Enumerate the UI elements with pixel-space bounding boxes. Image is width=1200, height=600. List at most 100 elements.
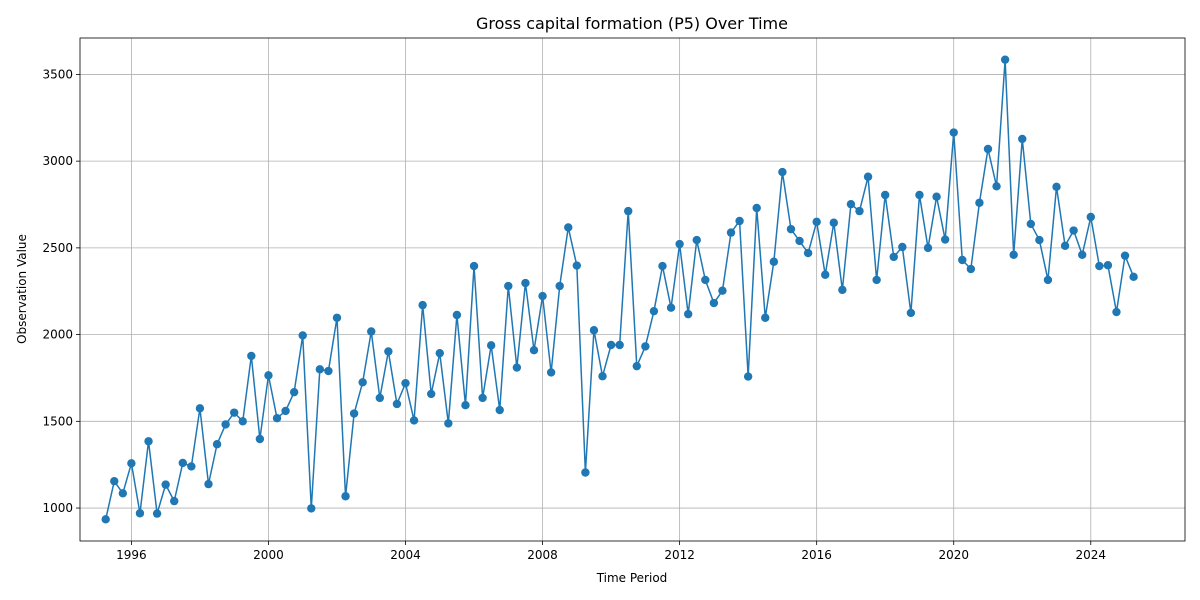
data-point xyxy=(983,144,993,154)
x-tick-label: 2004 xyxy=(390,548,421,562)
data-point xyxy=(641,342,650,351)
data-point xyxy=(538,291,547,301)
data-point xyxy=(649,306,659,316)
data-point xyxy=(675,239,684,249)
data-point xyxy=(1035,235,1044,245)
data-point xyxy=(221,420,230,429)
data-point xyxy=(821,270,830,279)
x-tick-label: 2024 xyxy=(1076,548,1107,562)
data-point xyxy=(932,192,941,201)
data-point xyxy=(315,365,325,374)
data-point xyxy=(461,400,470,410)
data-point xyxy=(512,363,522,372)
data-point xyxy=(1129,272,1138,282)
data-point xyxy=(658,261,667,271)
x-tick-label: 1996 xyxy=(116,548,147,562)
data-point xyxy=(161,480,170,489)
data-point xyxy=(452,310,462,320)
data-point xyxy=(1095,261,1104,271)
data-point xyxy=(863,172,873,181)
data-point xyxy=(606,340,616,350)
data-point xyxy=(1026,219,1036,229)
data-point xyxy=(598,372,607,381)
data-point xyxy=(135,509,145,518)
x-tick-label: 2020 xyxy=(938,548,969,562)
data-point xyxy=(152,509,162,518)
data-point xyxy=(504,281,513,291)
data-point xyxy=(486,341,496,350)
grid xyxy=(80,38,1185,541)
data-point xyxy=(1078,250,1087,260)
y-tick-label: 2000 xyxy=(42,328,73,342)
data-point xyxy=(341,492,350,501)
data-point xyxy=(1112,307,1121,317)
data-point xyxy=(144,437,153,446)
data-point xyxy=(846,199,856,209)
data-point xyxy=(829,218,838,227)
data-point xyxy=(778,167,787,177)
data-point xyxy=(855,206,864,216)
data-point xyxy=(212,440,222,449)
data-point xyxy=(358,378,367,387)
data-point xyxy=(572,261,582,270)
data-point xyxy=(521,278,530,288)
x-axis-ticks: 1996 2000 2004 2008 2012 2016 2020 2024 xyxy=(116,541,1106,562)
data-point xyxy=(709,298,719,308)
data-point xyxy=(718,286,727,295)
data-point xyxy=(615,340,624,350)
data-point xyxy=(795,236,804,246)
data-point xyxy=(204,479,213,489)
data-point xyxy=(435,348,444,358)
data-point xyxy=(966,264,976,274)
y-axis-ticks: 1000 1500 2000 2500 3000 3500 xyxy=(42,67,80,515)
data-point xyxy=(384,347,393,356)
data-point xyxy=(564,223,573,232)
data-point xyxy=(1060,241,1070,250)
data-point xyxy=(409,416,419,425)
data-point xyxy=(178,458,187,468)
data-point xyxy=(401,378,410,388)
data-point xyxy=(906,308,916,318)
data-point xyxy=(127,459,136,468)
data-point xyxy=(589,326,599,335)
data-point xyxy=(1043,275,1053,285)
series-line-group xyxy=(101,55,1138,524)
data-point xyxy=(898,242,907,252)
data-point xyxy=(923,243,933,253)
data-point xyxy=(701,275,710,285)
y-tick-label: 1000 xyxy=(42,501,73,515)
data-point xyxy=(786,224,796,234)
chart-title: Gross capital formation (P5) Over Time xyxy=(476,14,788,33)
y-axis-label: Observation Value xyxy=(15,234,29,344)
plot-frame xyxy=(79,37,1186,542)
data-point xyxy=(187,462,196,471)
data-point xyxy=(683,309,693,319)
data-point xyxy=(110,476,119,486)
data-point xyxy=(307,504,316,513)
data-point xyxy=(872,275,881,285)
x-tick-label: 2012 xyxy=(664,548,695,562)
data-point xyxy=(238,417,247,426)
data-point xyxy=(469,261,479,271)
data-point xyxy=(1120,251,1130,260)
data-point xyxy=(349,409,359,418)
data-point xyxy=(624,206,633,216)
data-point xyxy=(332,313,342,322)
data-point xyxy=(838,285,847,295)
data-point xyxy=(170,496,179,506)
data-point xyxy=(375,393,385,403)
data-point xyxy=(940,235,950,244)
x-tick-label: 2000 xyxy=(253,548,284,562)
data-point xyxy=(992,182,1001,191)
y-tick-label: 3500 xyxy=(42,67,73,81)
data-point xyxy=(666,303,676,312)
data-point xyxy=(264,371,273,380)
data-point xyxy=(889,252,898,262)
data-point xyxy=(975,198,984,207)
data-point xyxy=(743,372,753,381)
data-point xyxy=(632,361,641,371)
data-point xyxy=(247,351,256,361)
data-point xyxy=(769,257,779,266)
